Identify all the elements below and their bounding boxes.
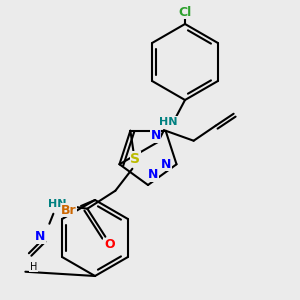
Text: N: N — [35, 230, 46, 243]
Text: N: N — [161, 158, 172, 171]
Text: Cl: Cl — [178, 5, 192, 19]
Text: N: N — [150, 129, 161, 142]
Text: HN: HN — [48, 199, 67, 209]
Text: H: H — [30, 262, 37, 272]
Text: O: O — [104, 238, 115, 251]
Text: N: N — [148, 169, 158, 182]
Text: S: S — [130, 152, 140, 166]
Text: Br: Br — [61, 203, 77, 217]
Text: HN: HN — [159, 117, 177, 127]
